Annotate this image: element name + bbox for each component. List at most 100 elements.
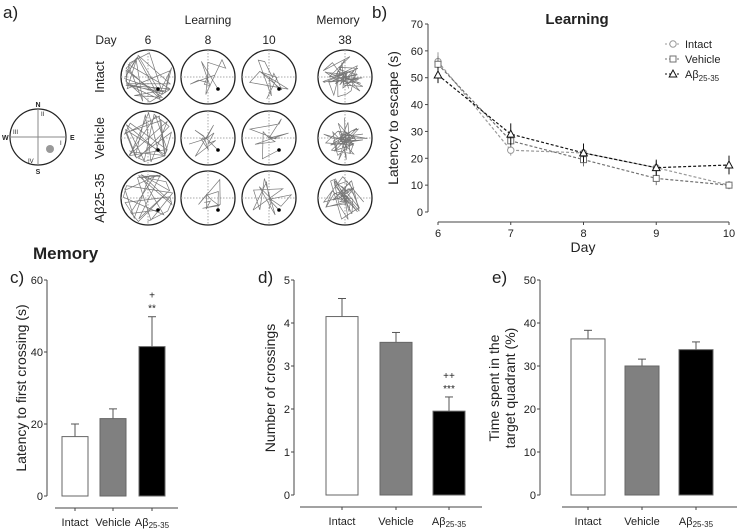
- x-tick-label: Intact: [575, 516, 602, 528]
- quadrant-iii: III: [13, 130, 18, 136]
- platform-marker: [277, 148, 281, 152]
- bar-intact: [325, 316, 359, 496]
- panel-label-b: b): [372, 3, 387, 22]
- y-tick-label: 50: [411, 73, 423, 85]
- legend-label: Vehicle: [685, 54, 720, 66]
- y-tick-label: 20: [524, 404, 536, 416]
- legend-marker: [668, 68, 678, 78]
- row-label-intact: Intact: [92, 61, 107, 93]
- chart-e-ylabel-line1: Time spent in the: [486, 334, 502, 441]
- day-10-header: 10: [262, 33, 276, 47]
- y-tick-label: 0: [284, 490, 290, 502]
- swim-path-grid: [120, 49, 373, 226]
- y-tick-label: 2: [284, 404, 290, 416]
- swim-path: [198, 178, 221, 211]
- row-label-abeta: Aβ25-35: [92, 173, 107, 222]
- data-point: [578, 147, 589, 157]
- platform-icon: [46, 145, 54, 153]
- compass-s: S: [36, 169, 41, 176]
- platform-marker: [216, 208, 220, 212]
- series-triangle: [433, 66, 734, 176]
- swim-path: [248, 118, 289, 160]
- legend-label: Aβ25-35: [685, 69, 720, 83]
- pool-1-2: [241, 110, 297, 166]
- memory-title: Memory: [33, 244, 99, 263]
- day-6-header: 6: [145, 33, 152, 47]
- pool-compass-diagram: N S E W I II III IV: [2, 102, 75, 176]
- legend-label: Intact: [685, 39, 712, 51]
- data-point: [651, 162, 661, 172]
- y-tick-label: 1: [284, 447, 290, 459]
- platform-marker: [156, 87, 160, 91]
- swim-path: [188, 124, 219, 157]
- chart-e-time-target-quadrant: 0 10 20 30 40 50 Intact Vehicle Aβ25-35: [524, 275, 737, 529]
- y-tick-label: 20: [411, 153, 423, 165]
- x-tick-label: Vehicle: [378, 516, 413, 528]
- chart-b-xlabel: Day: [571, 239, 596, 255]
- pool-2-1: [180, 170, 236, 226]
- day-label: Day: [95, 33, 116, 47]
- y-tick-label: 10: [411, 180, 423, 192]
- bar-vehicle: [379, 341, 413, 496]
- y-tick-label: 40: [411, 100, 423, 112]
- learning-header: Learning: [185, 13, 232, 27]
- y-tick-label: 30: [411, 126, 423, 138]
- data-point: [434, 60, 442, 68]
- data-point: [433, 69, 443, 79]
- y-tick-label: 3: [284, 361, 290, 373]
- day-8-header: 8: [205, 33, 212, 47]
- legend-entry: Aβ25-35: [665, 68, 720, 83]
- legend-entry: Vehicle: [665, 54, 720, 66]
- data-point: [506, 129, 516, 138]
- x-tick-subscript: 25-35: [693, 520, 714, 529]
- pool-1-0: [120, 110, 176, 166]
- chart-b-ylabel: Latency to escape (s): [385, 51, 401, 185]
- significance-annotation: **: [148, 304, 156, 315]
- significance-annotation: ++: [443, 371, 455, 382]
- data-point: [652, 174, 660, 182]
- y-tick-label: 30: [524, 361, 536, 373]
- y-tick-label: 0: [417, 207, 423, 219]
- x-tick-label: Aβ25-35: [135, 517, 170, 530]
- swim-path: [122, 174, 174, 223]
- x-tick-label: 9: [653, 228, 659, 240]
- swim-path: [124, 52, 173, 103]
- data-point: [724, 159, 734, 169]
- legend-marker: [669, 40, 677, 48]
- swim-path: [123, 111, 173, 163]
- x-tick-label: 10: [723, 228, 735, 240]
- significance-annotation: ***: [443, 384, 455, 395]
- platform-marker: [216, 148, 220, 152]
- day-38-header: 38: [338, 33, 352, 47]
- series-line: [437, 74, 730, 169]
- bar-intact: [570, 338, 606, 496]
- swim-path: [323, 118, 368, 161]
- y-tick-label: 5: [284, 275, 290, 287]
- x-tick-label: Aβ25-35: [679, 516, 714, 529]
- swim-path: [322, 176, 364, 220]
- panel-label-e: e): [492, 268, 507, 287]
- data-point: [507, 146, 515, 154]
- y-tick-label: 0: [530, 490, 536, 502]
- y-tick-label: 10: [524, 447, 536, 459]
- bar-a2535: [432, 410, 466, 496]
- platform-marker: [277, 87, 281, 91]
- x-tick-label: 6: [435, 228, 441, 240]
- bar-vehicle: [99, 418, 127, 497]
- platform-marker: [277, 208, 281, 212]
- platform-marker: [156, 148, 160, 152]
- quadrant-ii: II: [41, 112, 45, 118]
- y-tick-label: 40: [524, 318, 536, 330]
- pool-1-1: [180, 110, 236, 166]
- legend-entry: Intact: [665, 39, 712, 51]
- pool-2-2: [241, 170, 297, 226]
- legend-marker: [669, 55, 677, 63]
- y-tick-label: 60: [411, 46, 423, 58]
- chart-b-title: Learning: [545, 11, 608, 28]
- y-tick-label: 40: [31, 347, 43, 359]
- pool-0-2: [241, 49, 297, 105]
- compass-w: W: [2, 135, 9, 142]
- compass-e: E: [70, 135, 75, 142]
- chart-c-ylabel: Latency to first crossing (s): [13, 304, 29, 471]
